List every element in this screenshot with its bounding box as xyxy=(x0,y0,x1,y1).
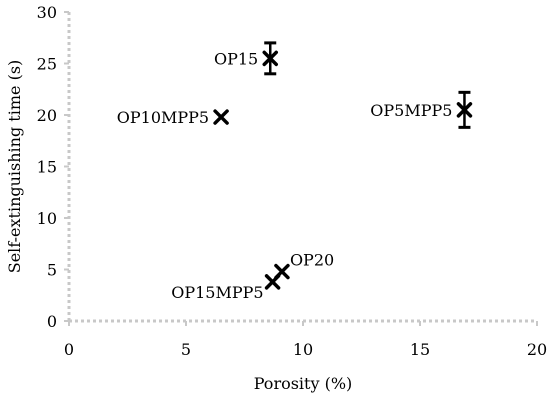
data-point: OP15 xyxy=(214,41,278,76)
data-points: OP15 OP10MPP5 OP5MPP5 OP20 OP15MPP5 xyxy=(117,41,473,302)
y-tick-label: 20 xyxy=(37,106,57,125)
y-tick-label: 5 xyxy=(47,261,57,280)
tick-labels: 0 5 10 15 20 25 30 0 5 10 15 20 xyxy=(37,3,548,359)
axes xyxy=(64,11,538,326)
point-label: OP15MPP5 xyxy=(171,283,263,302)
x-marker xyxy=(213,109,229,125)
y-axis-label: Self-extinguishing time (s) xyxy=(5,60,24,274)
point-label: OP15 xyxy=(214,49,258,68)
y-tick-label: 25 xyxy=(37,55,57,74)
y-tick-label: 0 xyxy=(47,312,57,331)
x-marker xyxy=(456,102,473,118)
data-point: OP10MPP5 xyxy=(117,108,229,127)
point-label: OP20 xyxy=(290,251,334,270)
data-point: OP15MPP5 xyxy=(171,274,281,302)
y-tick-label: 15 xyxy=(37,158,57,177)
x-tick-label: 5 xyxy=(181,340,191,359)
point-label: OP5MPP5 xyxy=(370,101,452,120)
x-tick-label: 0 xyxy=(64,340,74,359)
x-tick-label: 10 xyxy=(293,340,313,359)
x-marker xyxy=(262,50,278,67)
point-label: OP10MPP5 xyxy=(117,108,209,127)
data-point: OP5MPP5 xyxy=(370,90,473,129)
x-marker xyxy=(264,274,281,290)
x-tick-label: 15 xyxy=(410,340,430,359)
y-tick-label: 30 xyxy=(37,3,57,22)
y-tick-label: 10 xyxy=(37,209,57,228)
x-tick-label: 20 xyxy=(527,340,547,359)
data-point: OP20 xyxy=(274,251,334,280)
x-axis-label: Porosity (%) xyxy=(254,374,353,393)
